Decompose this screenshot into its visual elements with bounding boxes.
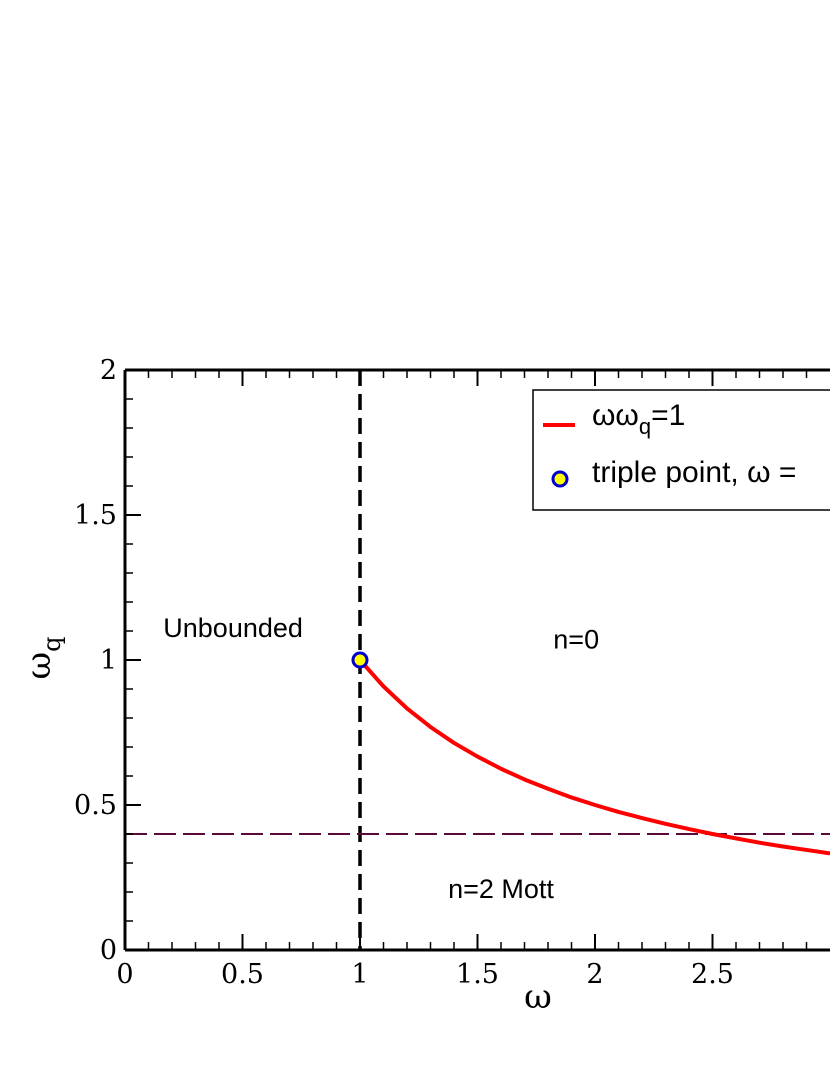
x-tick-label: 2 [586, 959, 603, 990]
plot-area [125, 370, 830, 950]
y-tick-label: 1.5 [74, 500, 117, 531]
y-axis-title: ωq [19, 636, 66, 679]
ticks: 0 0.5 1 1.5 2 2.5 0 0.5 1 1.5 2 [74, 355, 808, 990]
legend-label-curve: ωωq=1 [592, 399, 685, 439]
region-label-n2-mott: n=2 Mott [448, 874, 554, 904]
legend-marker-swatch [551, 470, 569, 488]
x-tick-label: 0 [116, 959, 133, 990]
x-tick-label: 1.5 [456, 959, 499, 990]
y-tick-label: 2 [100, 355, 117, 386]
curve-series-line [358, 658, 830, 856]
x-tick-label: 1 [351, 959, 368, 990]
legend-box [532, 389, 830, 511]
triple-point-marker [351, 651, 369, 669]
svg-text:ωq: ωq [19, 636, 66, 679]
y-tick-label: 0.5 [74, 790, 117, 821]
y-axis-title-main: ω [19, 652, 59, 680]
legend-label-triple-point: triple point, ω = [592, 456, 796, 489]
region-label-unbounded: Unbounded [163, 613, 303, 643]
region-label-n0: n=0 [553, 624, 599, 654]
y-axis-title-sub: q [38, 636, 66, 651]
x-tick-label: 0.5 [221, 959, 264, 990]
x-axis-title: ω [524, 977, 552, 1017]
y-tick-label: 1 [100, 645, 117, 676]
y-tick-label: 0 [100, 935, 117, 966]
legend: ωωq=1 triple point, ω = [532, 389, 830, 511]
x-tick-label: 2.5 [691, 959, 734, 990]
